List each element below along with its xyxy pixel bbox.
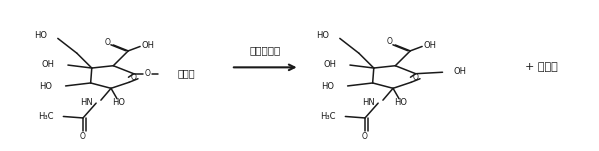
Text: HO: HO — [111, 98, 125, 107]
Text: 糖蛋白: 糖蛋白 — [177, 68, 195, 78]
Text: + 糖蛋白: + 糖蛋白 — [525, 62, 557, 72]
Text: OH: OH — [142, 41, 155, 50]
Text: 神经氨酸酶: 神经氨酸酶 — [250, 45, 281, 55]
Text: OH: OH — [42, 60, 55, 69]
Text: H₃C: H₃C — [320, 112, 335, 121]
Text: O: O — [386, 37, 392, 46]
Text: O: O — [362, 132, 368, 141]
Text: HO: HO — [322, 82, 334, 91]
Text: HO: HO — [316, 31, 329, 40]
Text: OH: OH — [324, 60, 337, 69]
Text: O: O — [144, 69, 150, 78]
Text: O: O — [80, 132, 86, 141]
Text: O: O — [412, 74, 418, 82]
Text: HO: HO — [34, 31, 47, 40]
Text: HO: HO — [394, 98, 407, 107]
Text: OH: OH — [453, 67, 466, 76]
Text: HN: HN — [80, 98, 93, 107]
Text: HO: HO — [40, 82, 53, 91]
Text: H₃C: H₃C — [38, 112, 53, 121]
Text: O: O — [104, 37, 110, 47]
Text: OH: OH — [424, 41, 437, 50]
Text: O: O — [130, 74, 136, 82]
Text: HN: HN — [362, 98, 375, 107]
